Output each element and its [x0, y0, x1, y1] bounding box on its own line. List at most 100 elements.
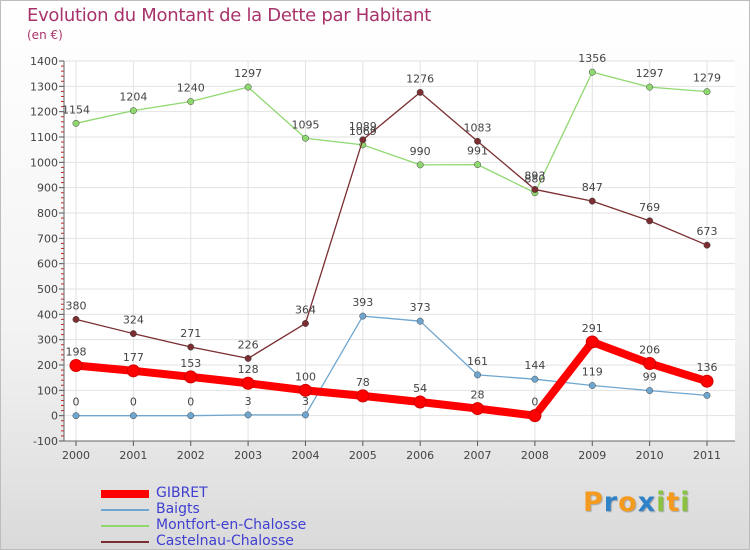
- y-tick-label: 200: [37, 359, 58, 372]
- data-label: 119: [582, 366, 603, 379]
- data-label: 769: [639, 201, 660, 214]
- data-point: [302, 134, 309, 142]
- chart-title: Evolution du Montant de la Dette par Hab…: [27, 5, 431, 26]
- plot-area: [64, 61, 735, 441]
- x-tick-label: 2000: [62, 449, 90, 462]
- data-label: 136: [697, 361, 718, 374]
- data-label: 380: [66, 299, 87, 312]
- data-label: 393: [352, 296, 373, 309]
- data-label: 1083: [464, 121, 492, 134]
- y-tick-label: 400: [37, 308, 58, 321]
- data-label: 0: [531, 396, 538, 409]
- data-label: 1297: [234, 67, 262, 80]
- legend-swatch: [101, 509, 149, 511]
- y-tick-label: 700: [37, 232, 58, 245]
- data-label: 198: [66, 346, 87, 359]
- data-label: 673: [697, 225, 718, 238]
- data-label: 206: [639, 343, 660, 356]
- data-point: [531, 185, 539, 193]
- data-label: 1069: [349, 125, 377, 138]
- y-tick-label: 1200: [30, 106, 58, 119]
- x-tick-label: 2004: [291, 449, 319, 462]
- x-tick-label: 2005: [349, 449, 377, 462]
- data-label: 1297: [636, 67, 664, 80]
- data-point: [244, 83, 252, 91]
- data-point: [416, 88, 424, 96]
- data-label: 153: [180, 357, 201, 370]
- data-point: [585, 335, 599, 349]
- y-tick-label: 0: [51, 410, 58, 423]
- x-tick-label: 2008: [521, 449, 549, 462]
- logo-letter: o: [618, 487, 638, 518]
- series-line-montfort-en-chalosse: [75, 71, 708, 194]
- data-point: [413, 395, 427, 409]
- data-point: [474, 137, 481, 145]
- data-point: [356, 389, 370, 403]
- data-label: 28: [471, 389, 485, 402]
- x-tick-label: 2007: [464, 449, 492, 462]
- data-point: [588, 68, 596, 76]
- data-point: [531, 375, 539, 383]
- data-point: [359, 312, 367, 320]
- data-label: 161: [467, 355, 488, 368]
- data-label: 364: [295, 303, 316, 316]
- data-point: [474, 161, 481, 169]
- y-tick-label: 300: [37, 334, 58, 347]
- x-tick-label: 2001: [119, 449, 147, 462]
- legend-swatch: [101, 525, 149, 527]
- data-label: 1240: [177, 82, 205, 95]
- data-point: [187, 412, 195, 420]
- y-tick-label: 1400: [30, 55, 58, 68]
- data-label: 1276: [406, 72, 434, 85]
- legend-label: Castelnau-Chalosse: [156, 533, 294, 549]
- x-tick-label: 2009: [578, 449, 606, 462]
- data-label: 1154: [62, 103, 90, 116]
- data-point: [471, 402, 485, 416]
- data-point: [703, 88, 711, 96]
- data-point: [703, 241, 711, 249]
- data-point: [244, 354, 252, 362]
- legend-item: Castelnau-Chalosse: [101, 533, 381, 549]
- data-point: [244, 411, 252, 419]
- logo-letter: i: [656, 487, 667, 518]
- legend-label: Montfort-en-Chalosse: [156, 517, 307, 533]
- data-point: [646, 387, 654, 395]
- logo-letter: t: [666, 487, 681, 518]
- data-label: 0: [73, 396, 80, 409]
- data-point: [187, 343, 195, 351]
- logo-letter: P: [583, 487, 604, 518]
- y-tick-label: 900: [37, 182, 58, 195]
- data-label: 144: [524, 359, 545, 372]
- data-label: 1204: [119, 91, 147, 104]
- data-label: 291: [582, 322, 603, 335]
- x-tick-label: 2006: [406, 449, 434, 462]
- data-point: [126, 364, 140, 378]
- data-point: [129, 412, 137, 420]
- data-point: [129, 330, 137, 338]
- data-label: 373: [410, 301, 431, 314]
- data-label: 177: [123, 351, 144, 364]
- data-point: [588, 382, 596, 389]
- proxiti-logo: Proxiti: [583, 487, 691, 518]
- y-tick-label: 1000: [30, 156, 58, 169]
- y-tick-label: 800: [37, 207, 58, 220]
- data-point: [129, 107, 137, 115]
- data-point: [703, 391, 711, 399]
- y-tick-label: -100: [33, 435, 58, 448]
- data-label: 0: [130, 396, 137, 409]
- data-label: 1095: [291, 118, 319, 131]
- data-label: 271: [180, 327, 201, 340]
- x-tick-label: 2003: [234, 449, 262, 462]
- legend-label: GIBRET: [156, 485, 208, 501]
- chart-subtitle: (en €): [27, 28, 63, 42]
- x-tick-label: 2002: [177, 449, 205, 462]
- data-point: [184, 370, 198, 384]
- data-point: [528, 409, 542, 423]
- data-point: [69, 359, 83, 373]
- legend-swatch: [101, 541, 149, 543]
- data-label: 3: [245, 395, 252, 408]
- data-label: 78: [356, 376, 370, 389]
- y-tick-label: 600: [37, 258, 58, 271]
- data-point: [241, 376, 255, 390]
